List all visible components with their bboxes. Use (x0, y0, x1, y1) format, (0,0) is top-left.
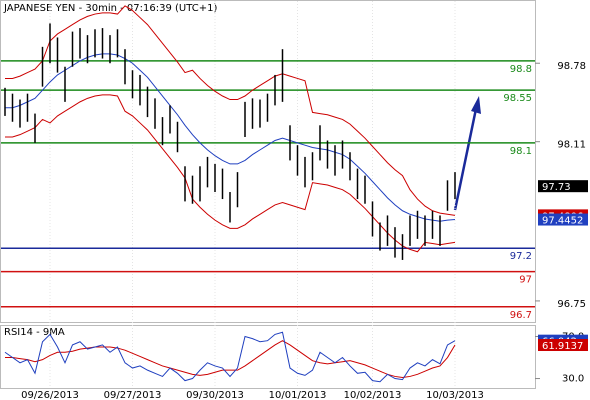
level-label: 98.1 (510, 146, 532, 157)
y-tick-label: 98.78 (557, 61, 586, 72)
ma-box-label: 97.4452 (542, 216, 583, 227)
x-tick-label: 10/02/2013 (344, 390, 402, 400)
level-label: 98.55 (503, 93, 532, 104)
forecast-arrow (453, 103, 479, 211)
last-price-box (538, 180, 588, 193)
y-tick-label: 98.11 (557, 140, 586, 151)
indicator-line (5, 53, 456, 222)
x-tick-label: 09/30/2013 (186, 390, 244, 400)
rsi-line (4, 331, 456, 383)
indicator-line (5, 5, 456, 216)
forecast-arrow-head (471, 96, 481, 114)
last-price-box-label: 97.73 (542, 182, 571, 193)
chart-title: JAPANESE YEN - 30min - 07:16:39 (UTC+1) (3, 3, 217, 14)
rsi-ma-box-label: 61.9137 (542, 341, 583, 352)
x-tick-label: 10/03/2013 (426, 390, 484, 400)
level-label: 98.8 (510, 64, 532, 75)
ma-box (538, 213, 588, 226)
rsi-ma-box (538, 339, 588, 352)
level-label: 96.7 (510, 310, 532, 321)
rsi-title: RSI14 - 9MA (4, 327, 65, 338)
x-tick-label: 10/01/2013 (269, 390, 327, 400)
rsi-ma-line (5, 340, 456, 378)
rsi-tick-label: 30.0 (562, 374, 584, 385)
price-panel (0, 0, 536, 323)
level-label: 97 (519, 275, 532, 286)
y-tick-label: 96.75 (557, 299, 586, 310)
level-label: 97.2 (510, 251, 532, 262)
x-tick-label: 09/26/2013 (21, 390, 79, 400)
x-tick-label: 09/27/2013 (104, 390, 162, 400)
rsi-panel (0, 325, 536, 389)
